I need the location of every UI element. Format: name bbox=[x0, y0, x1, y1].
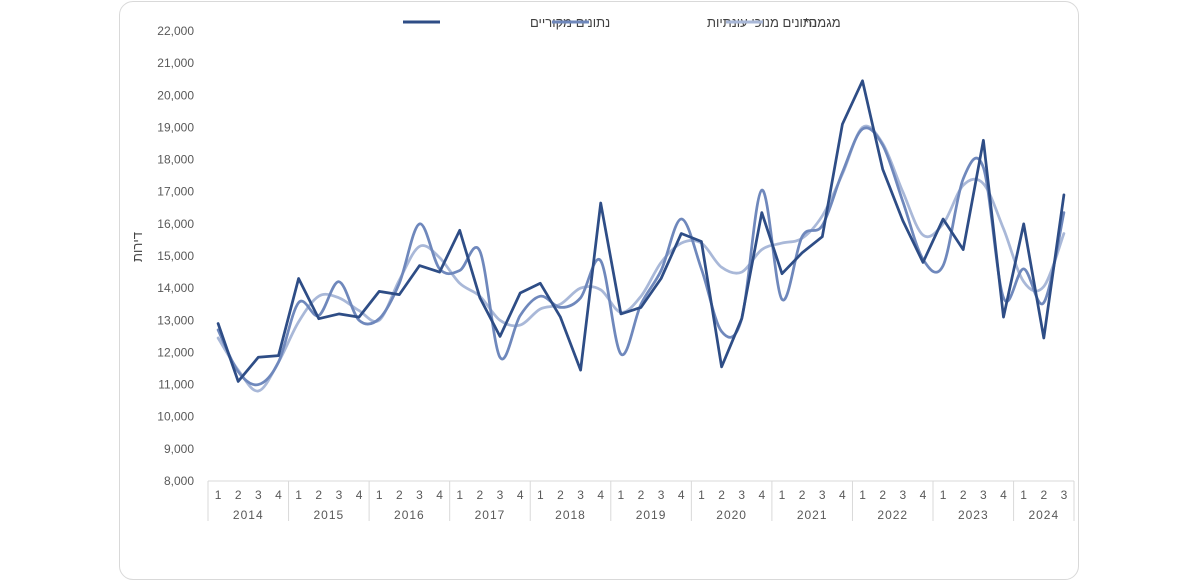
x-tick-quarter: 1 bbox=[1020, 488, 1027, 502]
y-tick-label: 20,000 bbox=[157, 88, 194, 102]
x-tick-quarter: 1 bbox=[940, 488, 947, 502]
legend-label: מגמה* bbox=[804, 15, 841, 30]
x-tick-quarter: 3 bbox=[980, 488, 987, 502]
x-tick-quarter: 3 bbox=[819, 488, 826, 502]
x-tick-quarter: 1 bbox=[618, 488, 625, 502]
x-tick-year: 2022 bbox=[877, 508, 908, 522]
x-tick-quarter: 4 bbox=[517, 488, 524, 502]
x-tick-quarter: 3 bbox=[336, 488, 343, 502]
x-tick-quarter: 4 bbox=[597, 488, 604, 502]
y-tick-label: 12,000 bbox=[157, 345, 194, 359]
x-tick-quarter: 1 bbox=[779, 488, 786, 502]
y-tick-label: 18,000 bbox=[157, 153, 194, 167]
y-axis-label: דירות bbox=[130, 232, 145, 262]
x-tick-quarter: 4 bbox=[839, 488, 846, 502]
chart-card bbox=[119, 1, 1079, 580]
y-tick-label: 15,000 bbox=[157, 249, 194, 263]
x-tick-quarter: 3 bbox=[416, 488, 423, 502]
y-tick-label: 13,000 bbox=[157, 313, 194, 327]
x-tick-quarter: 2 bbox=[799, 488, 806, 502]
x-tick-year: 2015 bbox=[313, 508, 344, 522]
y-tick-label: 16,000 bbox=[157, 217, 194, 231]
x-tick-quarter: 3 bbox=[497, 488, 504, 502]
x-tick-quarter: 1 bbox=[295, 488, 302, 502]
x-tick-quarter: 1 bbox=[456, 488, 463, 502]
series-line-2 bbox=[216, 126, 1066, 387]
x-tick-year: 2020 bbox=[716, 508, 747, 522]
y-tick-label: 11,000 bbox=[158, 378, 194, 392]
x-tick-quarter: 1 bbox=[698, 488, 705, 502]
x-tick-quarter: 4 bbox=[275, 488, 282, 502]
x-tick-quarter: 3 bbox=[658, 488, 665, 502]
axes: 8,000 9,000 10,000 11,000 12,000 13,000 14,000… bbox=[157, 24, 1075, 522]
x-tick-quarter: 4 bbox=[1000, 488, 1007, 502]
x-tick-quarter: 1 bbox=[537, 488, 544, 502]
x-tick-quarter: 2 bbox=[477, 488, 484, 502]
x-tick-quarter: 3 bbox=[577, 488, 584, 502]
x-tick-quarter: 2 bbox=[879, 488, 886, 502]
x-tick-year: 2021 bbox=[797, 508, 828, 522]
x-tick-quarter: 3 bbox=[255, 488, 262, 502]
x-tick-quarter: 3 bbox=[899, 488, 906, 502]
x-tick-quarter: 2 bbox=[960, 488, 967, 502]
x-tick-year: 2016 bbox=[394, 508, 425, 522]
x-tick-quarter: 2 bbox=[315, 488, 322, 502]
x-tick-quarter: 1 bbox=[859, 488, 866, 502]
x-tick-quarter: 4 bbox=[678, 488, 685, 502]
x-tick-quarter: 2 bbox=[396, 488, 403, 502]
y-tick-label: 9,000 bbox=[164, 442, 194, 456]
x-tick-quarter: 2 bbox=[718, 488, 725, 502]
series-line-1 bbox=[216, 79, 1066, 383]
y-tick-label: 14,000 bbox=[157, 281, 194, 295]
x-tick-quarter: 4 bbox=[920, 488, 927, 502]
y-tick-label: 10,000 bbox=[157, 410, 194, 424]
x-tick-quarter: 2 bbox=[235, 488, 242, 502]
x-tick-quarter: 3 bbox=[1061, 488, 1068, 502]
x-tick-quarter: 2 bbox=[557, 488, 564, 502]
x-tick-year: 2019 bbox=[636, 508, 667, 522]
series-line-3 bbox=[216, 124, 1066, 393]
y-tick-label: 22,000 bbox=[157, 24, 194, 38]
x-tick-quarter: 1 bbox=[376, 488, 383, 502]
x-tick-year: 2023 bbox=[958, 508, 989, 522]
x-tick-quarter: 2 bbox=[638, 488, 645, 502]
x-tick-year: 2014 bbox=[233, 508, 264, 522]
x-tick-quarter: 4 bbox=[436, 488, 443, 502]
y-tick-label: 19,000 bbox=[157, 120, 194, 134]
x-tick-quarter: 4 bbox=[356, 488, 363, 502]
x-tick-quarter: 1 bbox=[215, 488, 222, 502]
y-tick-label: 17,000 bbox=[157, 185, 194, 199]
y-tick-label: 8,000 bbox=[164, 474, 194, 488]
x-tick-year: 2017 bbox=[475, 508, 506, 522]
x-tick-year: 2024 bbox=[1028, 508, 1059, 522]
x-tick-quarter: 4 bbox=[758, 488, 765, 502]
series-lines bbox=[216, 79, 1066, 393]
x-tick-year: 2018 bbox=[555, 508, 586, 522]
y-tick-label: 21,000 bbox=[157, 56, 194, 70]
x-tick-quarter: 2 bbox=[1040, 488, 1047, 502]
x-tick-quarter: 3 bbox=[738, 488, 745, 502]
